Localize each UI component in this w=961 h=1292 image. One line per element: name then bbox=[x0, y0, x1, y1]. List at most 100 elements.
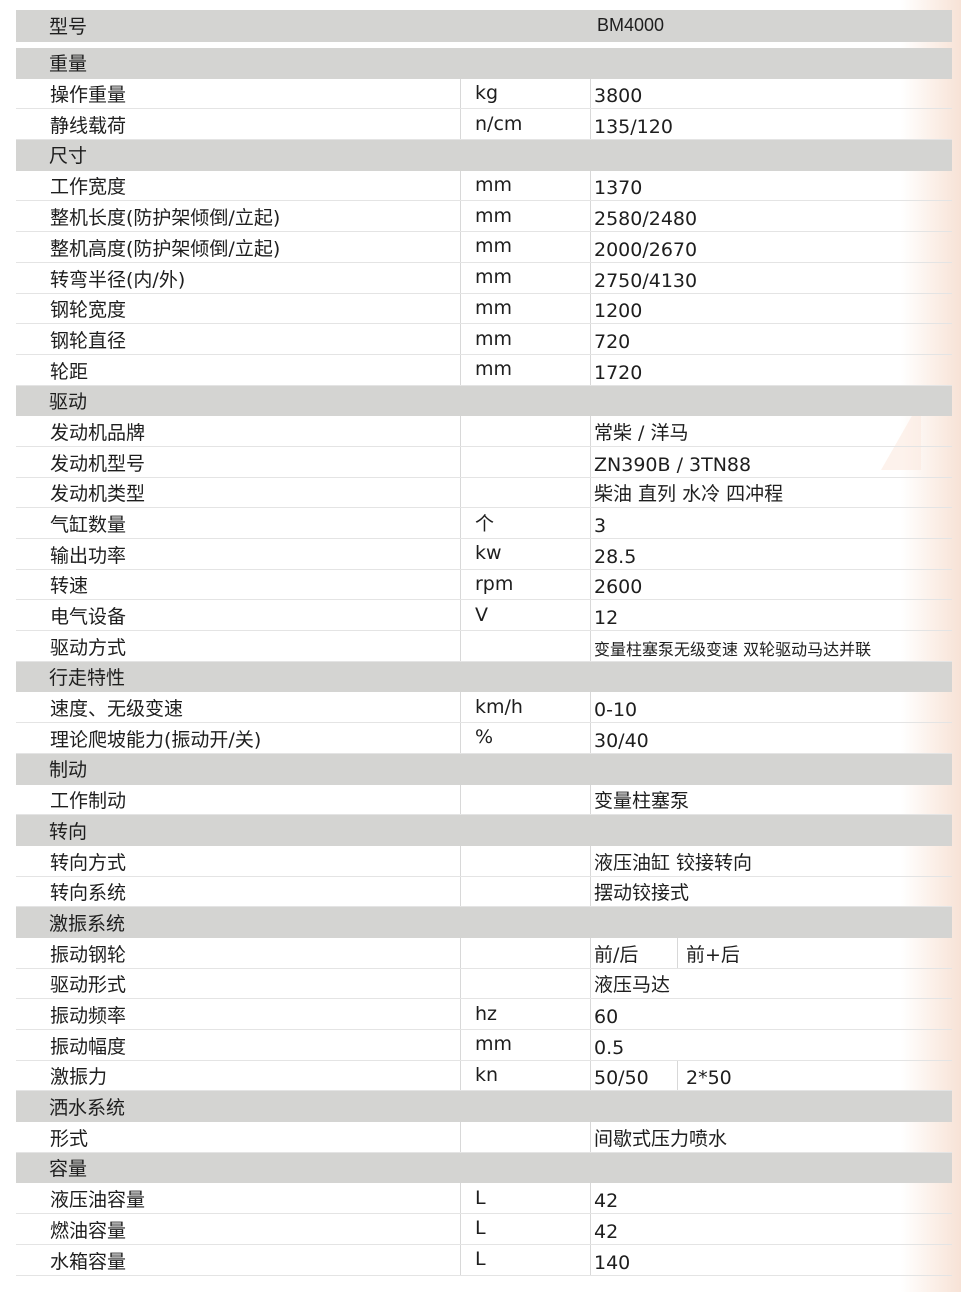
spec-value: 1200 bbox=[590, 293, 952, 324]
spec-value: 0-10 bbox=[590, 692, 952, 723]
spec-value: 2750/4130 bbox=[590, 262, 952, 293]
spec-value: 3800 bbox=[590, 78, 952, 109]
spec-name: 整机高度(防护架倾倒/立起) bbox=[50, 237, 281, 260]
spec-name: 速度、无级变速 bbox=[50, 698, 184, 721]
spec-unit: mm bbox=[460, 324, 590, 354]
spec-unit bbox=[460, 937, 590, 968]
section-header: 洒水系统 bbox=[16, 1091, 952, 1123]
spec-unit: kn bbox=[460, 1060, 590, 1091]
spec-table: 型号 BM4000 重量 操作重量 kg 3800 静线载荷 n/cm 135/120 尺寸工… bbox=[16, 10, 952, 1276]
spec-value-alt: 前+后 bbox=[677, 937, 740, 968]
section-title: 重量 bbox=[49, 53, 88, 76]
spec-name: 整机长度(防护架倾倒/立起) bbox=[50, 207, 281, 230]
table-row: 工作宽度 mm 1370 bbox=[16, 170, 952, 202]
table-row: 发动机型号 ZN390B / 3TN88 bbox=[16, 446, 952, 478]
section-title: 洒水系统 bbox=[49, 1096, 126, 1119]
model-value: BM4000 bbox=[597, 15, 665, 35]
table-row: 轮距 mm 1720 bbox=[16, 354, 952, 386]
spec-unit: mm bbox=[460, 232, 590, 262]
spec-unit: kw bbox=[460, 539, 590, 569]
table-row: 驱动方式 变量柱塞泵无级变速 双轮驱动马达并联 bbox=[16, 631, 952, 662]
spec-unit: mm bbox=[460, 262, 590, 293]
section-header: 行走特性 bbox=[16, 661, 952, 693]
spec-unit bbox=[460, 876, 590, 907]
table-row: 整机高度(防护架倾倒/立起) mm 2000/2670 bbox=[16, 232, 952, 263]
spec-unit: mm bbox=[460, 201, 590, 232]
spec-unit bbox=[460, 1122, 590, 1152]
section-title: 行走特性 bbox=[49, 667, 126, 690]
spec-value: 42 bbox=[590, 1183, 952, 1214]
table-row: 速度、无级变速 km/h 0-10 bbox=[16, 692, 952, 724]
spec-unit: mm bbox=[460, 354, 590, 385]
spec-name: 驱动方式 bbox=[50, 636, 127, 659]
spec-name: 液压油容量 bbox=[50, 1189, 146, 1212]
model-label: 型号 bbox=[49, 16, 88, 38]
table-row: 振动幅度 mm 0.5 bbox=[16, 1030, 952, 1061]
spec-name: 燃油容量 bbox=[50, 1219, 127, 1242]
spec-unit bbox=[460, 968, 590, 999]
section-header: 制动 bbox=[16, 753, 952, 785]
table-row: 形式 间歇式压力喷水 bbox=[16, 1122, 952, 1153]
spec-unit bbox=[460, 477, 590, 508]
spec-name: 振动幅度 bbox=[50, 1035, 127, 1058]
spec-value: 前/后 bbox=[590, 937, 677, 968]
spec-name: 工作宽度 bbox=[50, 176, 127, 199]
section-title: 尺寸 bbox=[49, 145, 88, 168]
spec-unit bbox=[460, 416, 590, 446]
table-row: 钢轮宽度 mm 1200 bbox=[16, 293, 952, 325]
background-decoration bbox=[901, 0, 961, 1292]
spec-value: 变量柱塞泵 bbox=[590, 784, 952, 815]
spec-value: 42 bbox=[590, 1214, 952, 1244]
section-title: 驱动 bbox=[49, 390, 88, 413]
section-header: 重量 bbox=[16, 48, 952, 79]
spec-name: 操作重量 bbox=[50, 84, 127, 107]
table-row: 燃油容量 L 42 bbox=[16, 1214, 952, 1245]
section-header: 驱动 bbox=[16, 385, 952, 417]
table-row: 转弯半径(内/外) mm 2750/4130 bbox=[16, 262, 952, 294]
spec-name: 电气设备 bbox=[50, 606, 127, 629]
spec-value: 135/120 bbox=[590, 109, 952, 140]
table-row: 液压油容量 L 42 bbox=[16, 1183, 952, 1215]
spec-value: 摆动铰接式 bbox=[590, 876, 952, 907]
spec-value: 30/40 bbox=[590, 723, 952, 753]
model-row: 型号 BM4000 bbox=[16, 10, 952, 42]
spec-unit: mm bbox=[460, 1030, 590, 1060]
spec-unit: L bbox=[460, 1214, 590, 1244]
section-header: 激振系统 bbox=[16, 907, 952, 938]
table-row: 输出功率 kw 28.5 bbox=[16, 539, 952, 570]
spec-value: 0.5 bbox=[590, 1030, 952, 1060]
spec-unit: rpm bbox=[460, 569, 590, 600]
spec-value: 间歇式压力喷水 bbox=[590, 1122, 952, 1152]
spec-value: 2600 bbox=[590, 569, 952, 600]
spec-unit: % bbox=[460, 723, 590, 753]
table-row: 振动钢轮 前/后 前+后 bbox=[16, 937, 952, 969]
spec-name: 钢轮直径 bbox=[50, 329, 127, 352]
section-title: 激振系统 bbox=[49, 912, 126, 935]
table-row: 钢轮直径 mm 720 bbox=[16, 324, 952, 355]
table-row: 电气设备 V 12 bbox=[16, 600, 952, 632]
spec-value: 28.5 bbox=[590, 539, 952, 569]
spec-value: 60 bbox=[590, 999, 952, 1029]
spec-name: 静线载荷 bbox=[50, 115, 127, 138]
spec-unit bbox=[460, 446, 590, 477]
spec-name: 振动钢轮 bbox=[50, 943, 127, 966]
spec-unit: V bbox=[460, 600, 590, 631]
spec-name: 理论爬坡能力(振动开/关) bbox=[50, 728, 262, 751]
spec-name: 钢轮宽度 bbox=[50, 299, 127, 322]
spec-name: 激振力 bbox=[50, 1066, 108, 1089]
spec-name: 转向系统 bbox=[50, 882, 127, 905]
spec-name: 转向方式 bbox=[50, 851, 127, 874]
spec-name: 工作制动 bbox=[50, 790, 127, 813]
spec-name: 发动机型号 bbox=[50, 452, 146, 475]
spec-value-alt: 2*50 bbox=[677, 1060, 732, 1091]
spec-value: 140 bbox=[590, 1244, 952, 1275]
table-row: 驱动形式 液压马达 bbox=[16, 968, 952, 1000]
table-row: 激振力 kn 50/50 2*50 bbox=[16, 1060, 952, 1092]
spec-unit: mm bbox=[460, 293, 590, 324]
table-row: 操作重量 kg 3800 bbox=[16, 78, 952, 110]
spec-name: 发动机类型 bbox=[50, 483, 146, 506]
spec-value: 柴油 直列 水冷 四冲程 bbox=[590, 477, 952, 508]
spec-unit bbox=[460, 845, 590, 876]
spec-value: 50/50 bbox=[590, 1060, 677, 1091]
table-row: 静线载荷 n/cm 135/120 bbox=[16, 109, 952, 141]
